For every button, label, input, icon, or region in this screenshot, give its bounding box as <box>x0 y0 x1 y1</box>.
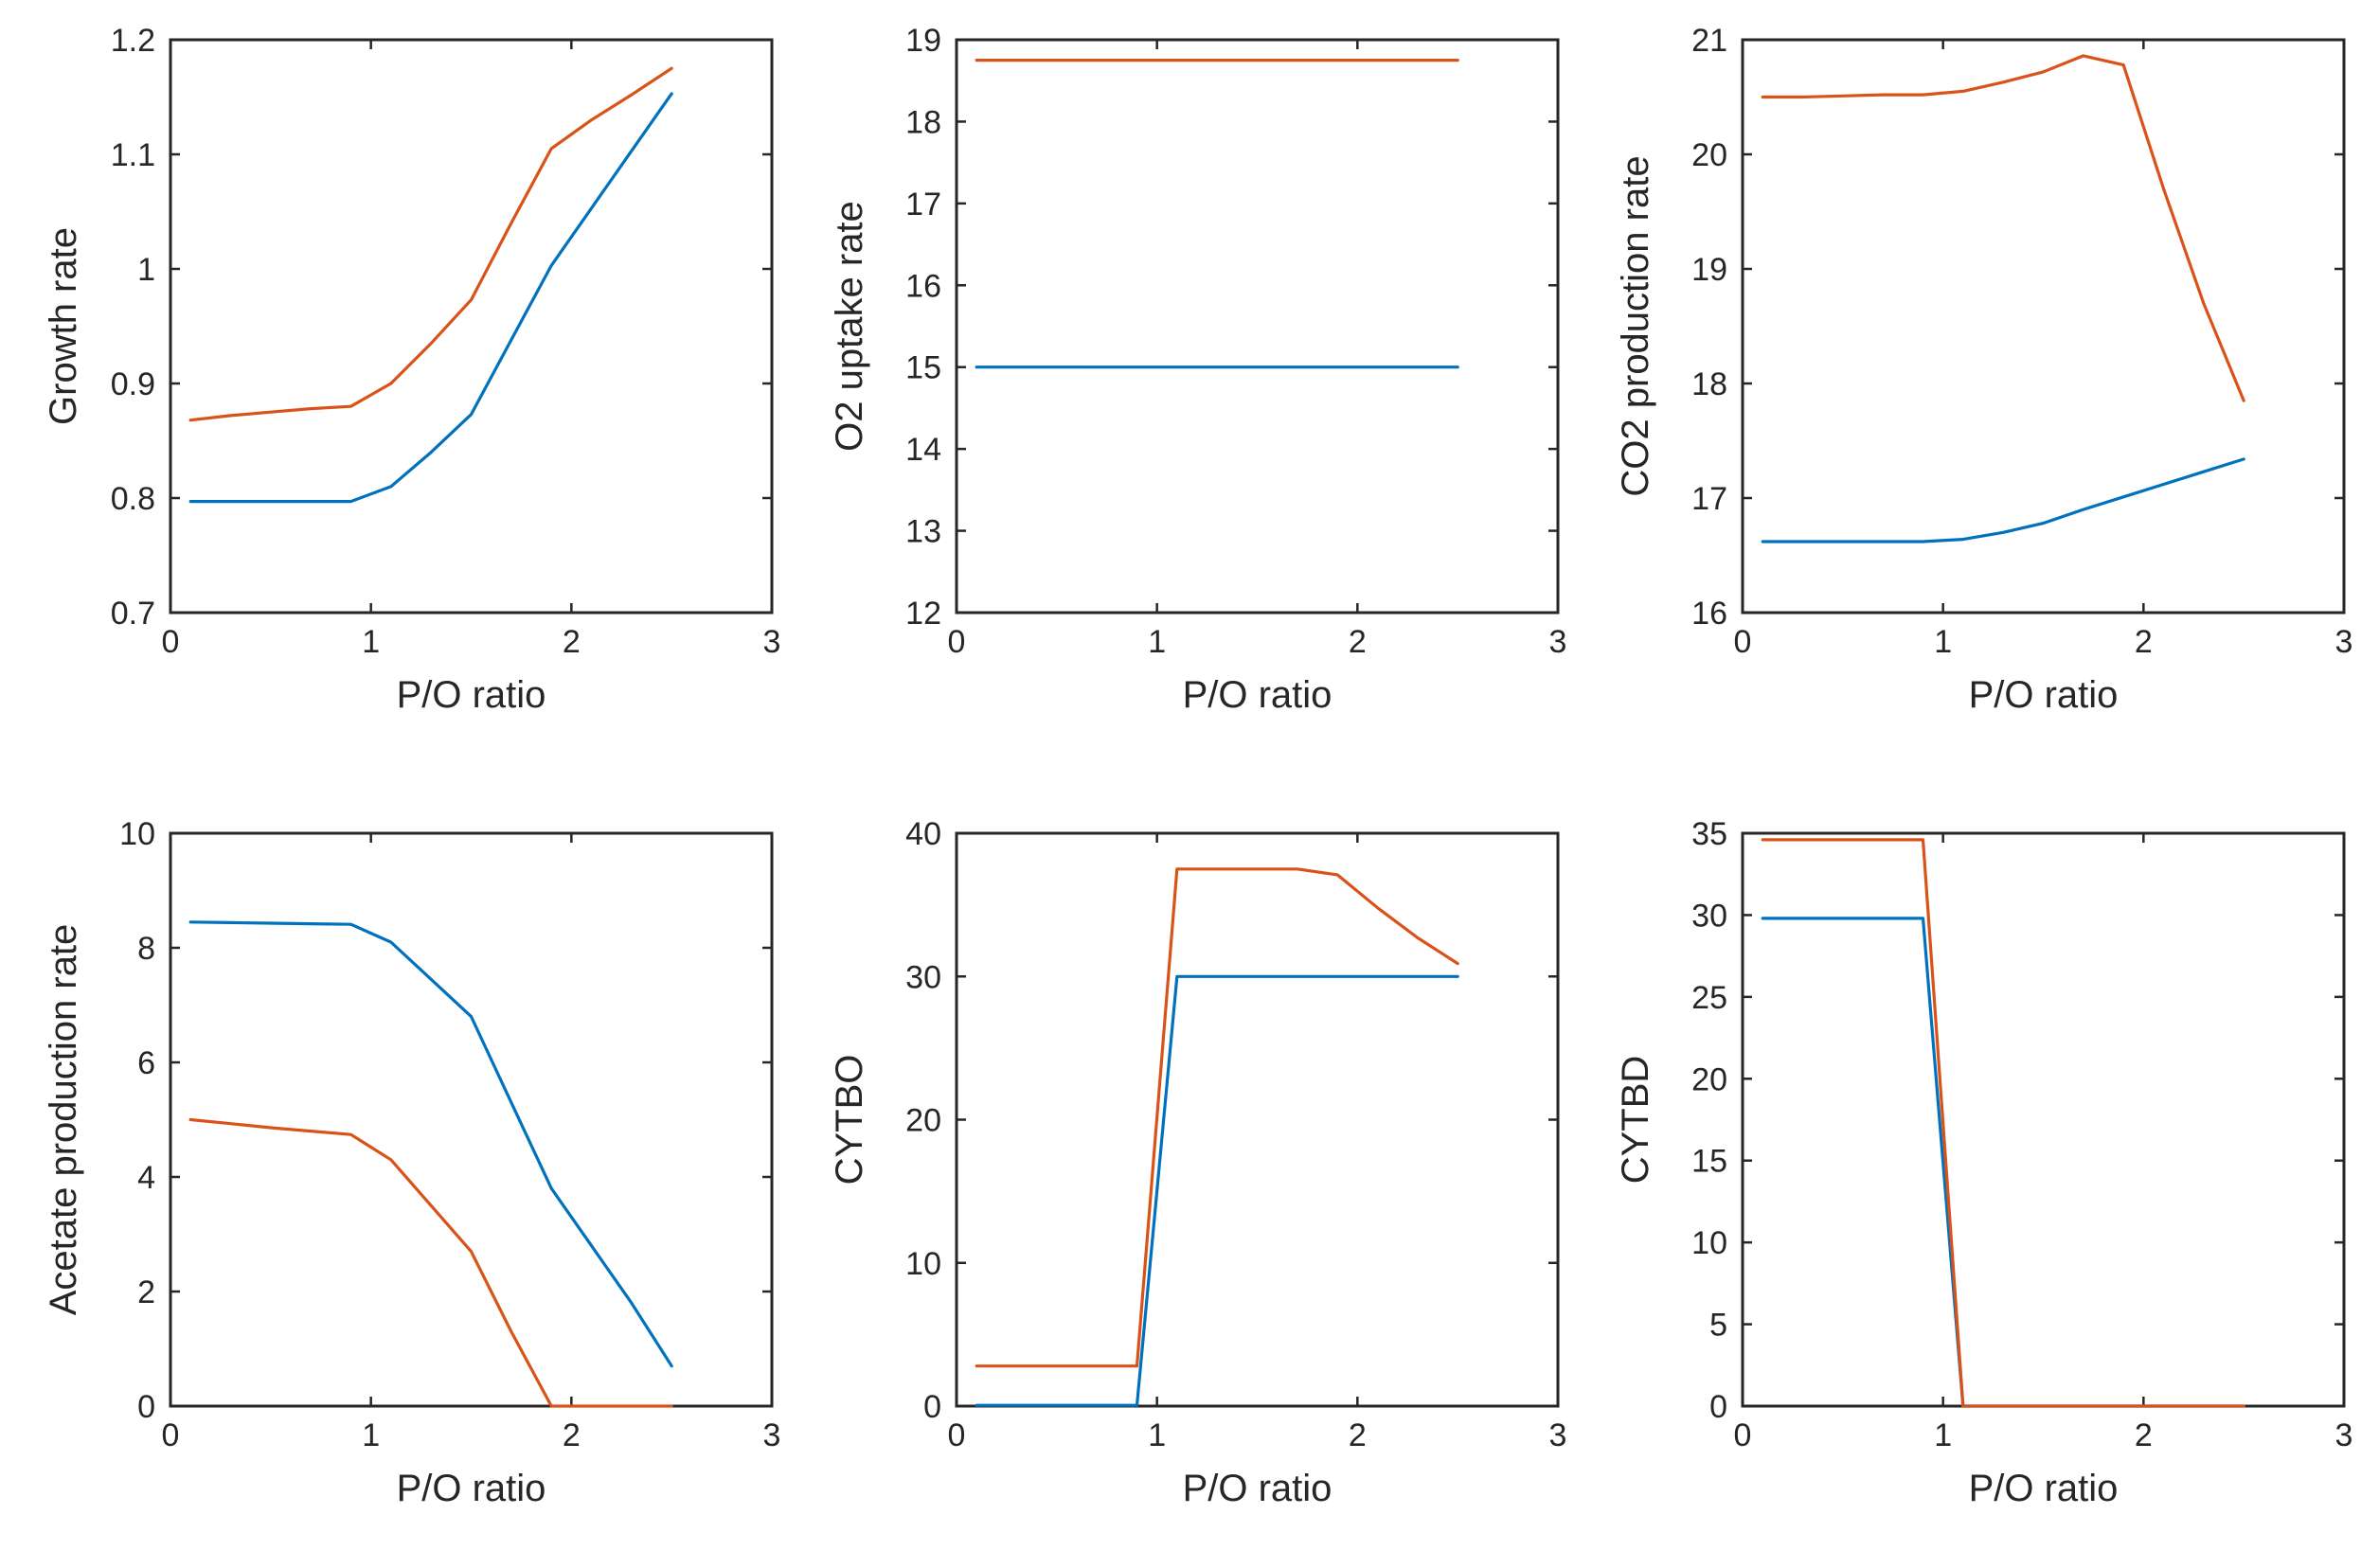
y-tick-label: 6 <box>137 1045 155 1081</box>
x-axis-label: P/O ratio <box>397 1468 546 1509</box>
y-tick-label: 0 <box>1709 1389 1727 1425</box>
x-tick-label: 0 <box>162 1417 180 1453</box>
y-tick-label: 35 <box>1691 816 1727 852</box>
x-tick-label: 3 <box>763 1417 781 1453</box>
y-tick-label: 19 <box>1691 252 1727 288</box>
series-line-1 <box>188 92 673 504</box>
axes-box <box>1741 831 2346 1408</box>
x-tick-label: 0 <box>162 624 180 660</box>
y-axis-label: CYTBD <box>1615 1056 1656 1185</box>
x-tick-label: 3 <box>1549 624 1567 660</box>
x-tick-label: 3 <box>1549 1417 1567 1453</box>
y-tick-label: 14 <box>905 432 941 468</box>
y-tick-label: 4 <box>137 1160 155 1196</box>
x-tick-label: 1 <box>1934 624 1952 660</box>
x-tick-label: 2 <box>563 624 581 660</box>
x-tick-label: 1 <box>362 1417 380 1453</box>
series-line-2 <box>188 66 673 422</box>
x-tick-label: 3 <box>2335 624 2353 660</box>
y-tick-label: 10 <box>1691 1225 1727 1261</box>
axes-box <box>955 38 1560 615</box>
axes-box <box>955 831 1560 1408</box>
y-axis-label: CO2 production rate <box>1615 155 1656 496</box>
x-tick-label: 1 <box>1148 1417 1166 1453</box>
series-line-2 <box>1761 54 2245 402</box>
x-tick-label: 3 <box>763 624 781 660</box>
axes-box <box>169 38 774 615</box>
y-tick-label: 20 <box>1691 1061 1727 1097</box>
x-tick-label: 2 <box>1349 1417 1367 1453</box>
y-tick-label: 0 <box>923 1389 941 1425</box>
x-tick-label: 0 <box>948 624 966 660</box>
x-axis-label: P/O ratio <box>1969 1468 2119 1509</box>
y-tick-label: 17 <box>1691 481 1727 517</box>
x-tick-label: 2 <box>2135 624 2153 660</box>
y-tick-label: 18 <box>1691 366 1727 402</box>
series-line-1 <box>975 974 1459 1407</box>
y-tick-label: 30 <box>905 959 941 995</box>
y-tick-label: 13 <box>905 514 941 550</box>
series-line-2 <box>188 1117 673 1408</box>
y-tick-label: 0.7 <box>111 596 155 632</box>
y-axis-label: Acetate production rate <box>43 924 84 1316</box>
y-tick-label: 12 <box>905 596 941 632</box>
x-axis-label: P/O ratio <box>1183 674 1333 716</box>
y-tick-label: 0.9 <box>111 366 155 402</box>
chart-panel-acetate: 0 1 2 3 0 2 4 6 8 10 P/O ratio Acetate production r… <box>43 816 780 1509</box>
x-tick-label: 1 <box>1934 1417 1952 1453</box>
y-tick-label: 15 <box>1691 1144 1727 1180</box>
y-tick-label: 8 <box>137 931 155 967</box>
series-line-1 <box>1761 457 2245 543</box>
y-tick-label: 30 <box>1691 898 1727 934</box>
chart-panel-growth: 0 1 2 3 0.7 0.8 0.9 1 1.1 1.2 P/O ratio Growth rate <box>43 23 780 716</box>
y-tick-label: 16 <box>1691 596 1727 632</box>
x-tick-label: 1 <box>1148 624 1166 660</box>
axes-box <box>1741 38 2346 615</box>
y-tick-label: 40 <box>905 816 941 852</box>
x-tick-label: 2 <box>563 1417 581 1453</box>
y-tick-label: 0 <box>137 1389 155 1425</box>
y-tick-label: 1.2 <box>111 23 155 59</box>
y-tick-label: 20 <box>1691 137 1727 173</box>
axes-box <box>169 831 774 1408</box>
y-axis-label: Growth rate <box>43 227 84 425</box>
y-tick-label: 1 <box>137 252 155 288</box>
x-tick-label: 0 <box>1734 624 1752 660</box>
y-tick-label: 16 <box>905 268 941 304</box>
chart-panel-co2: 0 1 2 3 16 17 18 19 20 21 P/O ratio CO2 production … <box>1615 23 2352 716</box>
x-tick-label: 2 <box>1349 624 1367 660</box>
y-tick-label: 10 <box>119 816 155 852</box>
y-tick-label: 0.8 <box>111 481 155 517</box>
y-tick-label: 17 <box>905 187 941 223</box>
y-tick-label: 1.1 <box>111 137 155 173</box>
y-tick-label: 15 <box>905 350 941 386</box>
y-tick-label: 21 <box>1691 23 1727 59</box>
x-tick-label: 1 <box>362 624 380 660</box>
y-axis-label: CYTBO <box>829 1055 870 1185</box>
series-line-2 <box>1761 838 2245 1408</box>
y-tick-label: 18 <box>905 104 941 140</box>
y-tick-label: 19 <box>905 23 941 59</box>
x-tick-label: 0 <box>948 1417 966 1453</box>
x-axis-label: P/O ratio <box>1969 674 2119 716</box>
x-tick-label: 2 <box>2135 1417 2153 1453</box>
y-tick-label: 25 <box>1691 980 1727 1016</box>
y-tick-label: 5 <box>1709 1308 1727 1344</box>
y-axis-label: O2 uptake rate <box>829 201 870 452</box>
y-tick-label: 2 <box>137 1274 155 1310</box>
series-line-1 <box>188 920 673 1368</box>
x-tick-label: 3 <box>2335 1417 2353 1453</box>
y-tick-label: 10 <box>905 1246 941 1282</box>
y-tick-label: 20 <box>905 1103 941 1139</box>
series-line-2 <box>975 867 1459 1368</box>
x-tick-label: 0 <box>1734 1417 1752 1453</box>
x-axis-label: P/O ratio <box>397 674 546 716</box>
x-axis-label: P/O ratio <box>1183 1468 1333 1509</box>
